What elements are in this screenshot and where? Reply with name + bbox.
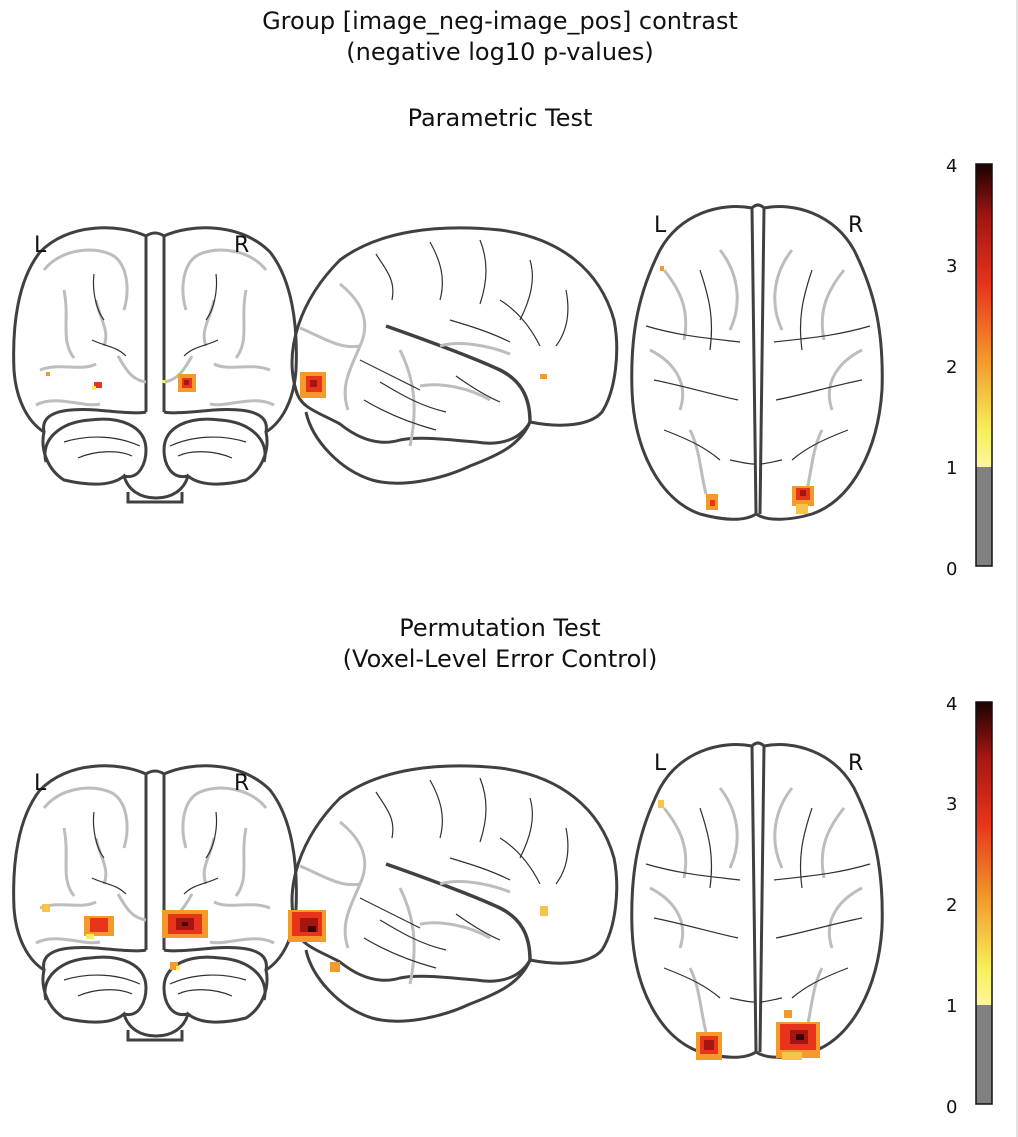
colorbar-tick-label: 1 (946, 996, 957, 1017)
colorbar-below-threshold (976, 1005, 992, 1104)
coronal-midline (144, 236, 166, 412)
colorbar-hot-section (976, 164, 992, 467)
figure-title: Group [image_neg-image_pos] contrast (ne… (0, 6, 1000, 68)
colorbar-tick-label: 0 (946, 559, 957, 580)
sagittal-cerebellum (304, 949, 532, 1023)
coronal-thin-lines (63, 273, 247, 459)
coronal-right-label: R (234, 771, 249, 796)
sagittal-view (288, 764, 619, 1023)
sagittal-thin-lines (359, 239, 569, 431)
coronal-cerebellum (43, 417, 267, 479)
coronal-lower-lobes (42, 408, 268, 433)
figure-title-line2: (negative log10 p-values) (346, 38, 654, 66)
panel-title-line1: Parametric Test (407, 104, 593, 132)
colorbar-frame (975, 163, 993, 567)
coronal-left-label: L (34, 771, 47, 796)
axial-right-label: R (848, 751, 863, 776)
coronal-right-label: R (234, 233, 249, 258)
axial-left-label: L (654, 751, 667, 776)
colorbar-below-threshold (976, 467, 992, 566)
axial-view: L R (630, 203, 884, 521)
coronal-brainstem (126, 492, 184, 504)
colorbar: 4 3 2 1 0 (946, 156, 993, 580)
axial-view: L R (630, 741, 884, 1060)
coronal-thin-lines (63, 811, 247, 997)
axial-gray-folds (649, 787, 863, 1033)
colorbar-tick-label: 1 (946, 458, 957, 479)
panel-title-line2: (Voxel-Level Error Control) (342, 645, 658, 673)
sagittal-cerebellum (304, 411, 532, 485)
panel-title-parametric: Parametric Test (0, 103, 1000, 134)
colorbar-tick-label: 2 (946, 357, 957, 378)
colorbar-tick-label: 3 (946, 794, 957, 815)
sagittal-gray-folds (299, 820, 511, 985)
sagittal-sylvian (385, 862, 532, 961)
sagittal-sylvian (385, 324, 532, 423)
coronal-brain-outline (12, 226, 298, 500)
axial-right-label: R (848, 213, 863, 238)
sagittal-thin-lines (359, 777, 569, 969)
axial-activation-blobs (660, 266, 814, 514)
axial-brain-outline (630, 203, 884, 521)
coronal-view: L R (12, 226, 298, 504)
colorbar-tick-label: 4 (946, 156, 957, 177)
colorbar-frame (975, 701, 993, 1105)
coronal-cerebellum (43, 955, 267, 1017)
colorbar-hot-section (976, 702, 992, 1005)
panel-title-line1: Permutation Test (399, 614, 601, 642)
coronal-activation-blobs (42, 904, 208, 970)
coronal-brainstem (126, 1030, 184, 1042)
axial-left-label: L (654, 213, 667, 238)
sagittal-activation-blobs (300, 372, 547, 398)
axial-thin-lines (645, 269, 871, 465)
coronal-midline (144, 774, 166, 950)
coronal-left-label: L (34, 233, 47, 258)
colorbar-tick-label: 3 (946, 256, 957, 277)
sagittal-activation-blobs (288, 906, 548, 972)
axial-midline (750, 207, 766, 515)
coronal-gray-folds (35, 248, 275, 407)
colorbar-tick-label: 4 (946, 694, 957, 715)
panel-permutation: L R (12, 694, 993, 1118)
colorbar-tick-label: 0 (946, 1097, 957, 1118)
figure-title-line1: Group [image_neg-image_pos] contrast (262, 7, 738, 35)
sagittal-brain-outline (290, 226, 619, 445)
colorbar-tick-label: 2 (946, 895, 957, 916)
sagittal-gray-folds (299, 282, 511, 447)
axial-thin-lines (645, 807, 871, 1003)
panel-title-permutation: Permutation Test (Voxel-Level Error Cont… (0, 613, 1000, 675)
axial-activation-blobs (658, 800, 820, 1060)
figure-right-edge (1016, 0, 1018, 1137)
coronal-view: L R (12, 764, 298, 1042)
coronal-lower-lobes (42, 946, 268, 971)
coronal-gray-folds (35, 786, 275, 945)
coronal-brain-outline (12, 764, 298, 1038)
sagittal-brain-outline (290, 764, 619, 983)
axial-midline (750, 745, 766, 1053)
coronal-activation-blobs (46, 372, 196, 392)
panel-parametric: L R L R (12, 156, 993, 580)
colorbar: 4 3 2 1 0 (946, 694, 993, 1118)
axial-gray-folds (649, 249, 863, 495)
sagittal-view (290, 226, 619, 485)
